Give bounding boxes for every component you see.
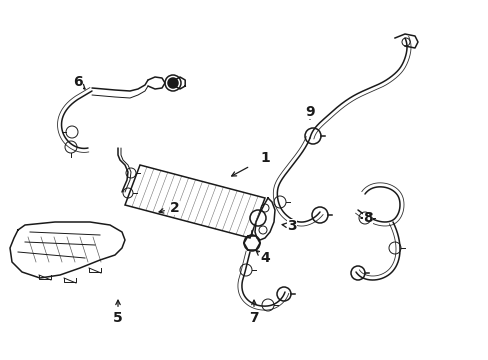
Text: 2: 2 (170, 201, 180, 215)
Text: 9: 9 (305, 105, 314, 119)
Text: 4: 4 (260, 251, 269, 265)
Text: 6: 6 (73, 75, 82, 89)
Text: 8: 8 (363, 211, 372, 225)
Circle shape (168, 78, 178, 88)
Text: 5: 5 (113, 311, 122, 325)
Text: 3: 3 (286, 219, 296, 233)
Text: 7: 7 (249, 311, 258, 325)
Polygon shape (10, 222, 125, 278)
Polygon shape (254, 198, 274, 240)
Text: 1: 1 (260, 151, 269, 165)
